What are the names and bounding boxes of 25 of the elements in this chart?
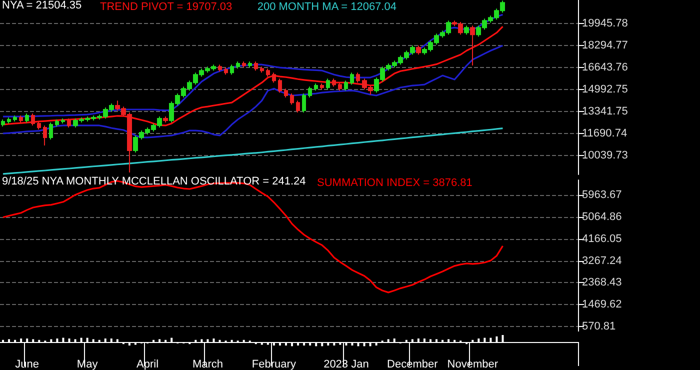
text: 200 MONTH MA = 12067.04 bbox=[257, 1, 396, 13]
x-tick-label: December bbox=[387, 358, 438, 370]
x-tick-label: November bbox=[447, 358, 498, 370]
y-tick-label: 16643.76 bbox=[582, 61, 628, 74]
y-tick-label: 14992.75 bbox=[582, 83, 628, 96]
y-tick-label: 5963.67 bbox=[582, 189, 622, 202]
y-tick-label: 11690.74 bbox=[582, 127, 628, 140]
text: SUMMATION INDEX = 3876.81 bbox=[317, 177, 472, 189]
x-tick-label: June bbox=[15, 358, 40, 370]
text: TREND PIVOT = 19707.03 bbox=[100, 1, 232, 13]
y-tick-label: 1469.62 bbox=[582, 298, 622, 311]
x-tick-label: February bbox=[252, 358, 296, 370]
x-tick-label: April bbox=[136, 358, 159, 370]
y-tick-label: 4166.05 bbox=[582, 232, 622, 245]
x-tick-label: March bbox=[192, 358, 223, 370]
y-tick-label: 570.81 bbox=[582, 320, 616, 332]
y-tick-label: 2368.43 bbox=[582, 276, 622, 289]
chart-title: NYA = 21504.35 bbox=[2, 0, 82, 12]
y-tick-label: 10039.73 bbox=[582, 149, 628, 162]
x-tick-label: 2023 Jan bbox=[324, 358, 369, 370]
y-tick-label: 19945.78 bbox=[582, 17, 628, 30]
y-tick-label: 18294.77 bbox=[582, 39, 628, 52]
y-tick-label: 5064.86 bbox=[582, 211, 622, 224]
y-tick-label: 3267.24 bbox=[582, 254, 622, 267]
y-tick-label: 13341.75 bbox=[582, 105, 628, 118]
